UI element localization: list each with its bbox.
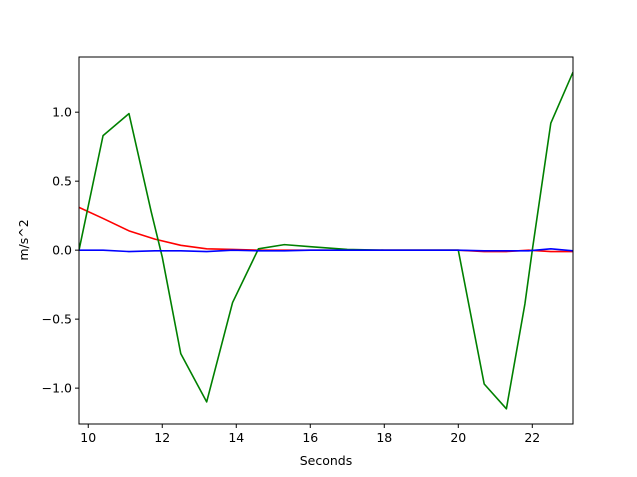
x-tick-label: 16	[302, 430, 318, 445]
x-tick-label: 22	[524, 430, 540, 445]
x-tick-label: 14	[228, 430, 244, 445]
x-tick-label: 10	[80, 430, 96, 445]
y-tick-label: −0.5	[42, 312, 72, 327]
y-tick-label: 0.5	[52, 174, 72, 189]
y-axis-label: m/s^2	[16, 219, 31, 260]
series-line-2	[79, 71, 573, 410]
series-line-1	[79, 206, 573, 253]
x-tick-label: 20	[450, 430, 466, 445]
y-tick-label: 1.0	[52, 105, 72, 120]
series-layer	[79, 71, 573, 410]
x-axis: 10 12 14 16 18 20 22	[80, 424, 540, 445]
y-tick-label: 0.0	[52, 243, 72, 258]
x-tick-label: 18	[376, 430, 392, 445]
y-axis: −1.0 −0.5 0.0 0.5 1.0	[42, 105, 79, 396]
x-axis-label: Seconds	[300, 453, 353, 468]
series-line-3	[79, 247, 573, 253]
x-tick-label: 12	[154, 430, 170, 445]
y-tick-label: −1.0	[42, 381, 72, 396]
plot-frame	[78, 56, 574, 425]
